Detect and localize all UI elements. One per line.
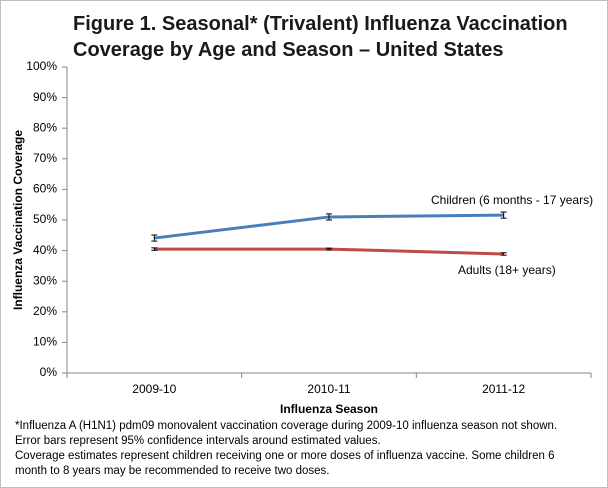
error-bar — [500, 211, 507, 219]
x-tick-label: 2009-10 — [132, 382, 176, 396]
x-tick-label: 2011-12 — [482, 382, 525, 396]
y-tick-label: 0% — [40, 365, 58, 379]
error-bar — [326, 247, 332, 251]
chart-title: Figure 1. Seasonal* (Trivalent) Influenz… — [73, 13, 568, 61]
y-tick-label: 70% — [33, 151, 57, 165]
note: *Influenza A (H1N1) pdm09 monovalent vac… — [15, 420, 558, 432]
x-axis-title: Influenza Season — [280, 402, 378, 416]
error-bar — [151, 247, 158, 251]
y-tick-label: 50% — [33, 212, 57, 226]
y-tick-label: 60% — [33, 182, 57, 196]
y-tick-label: 10% — [33, 335, 57, 349]
y-tick-label: 30% — [33, 273, 57, 287]
y-tick-label: 100% — [26, 59, 57, 73]
error-bar — [151, 234, 158, 242]
x-tick-label: 2010-11 — [307, 382, 350, 396]
error-bar — [326, 213, 332, 221]
y-tick-label: 80% — [33, 120, 57, 134]
y-tick-label: 40% — [33, 243, 57, 257]
y-tick-label: 20% — [33, 304, 57, 318]
error-bar — [500, 252, 507, 256]
series-label: Adults (18+ years) — [458, 263, 556, 277]
note: Coverage estimates represent children re… — [15, 450, 555, 477]
y-axis-title: Influenza Vaccination Coverage — [11, 130, 25, 310]
y-tick-label: 90% — [33, 90, 57, 104]
series-label: Children (6 months - 17 years) — [431, 193, 593, 207]
note: Error bars represent 95% confidence inte… — [15, 435, 381, 447]
notes: *Influenza A (H1N1) pdm09 monovalent vac… — [15, 419, 585, 479]
